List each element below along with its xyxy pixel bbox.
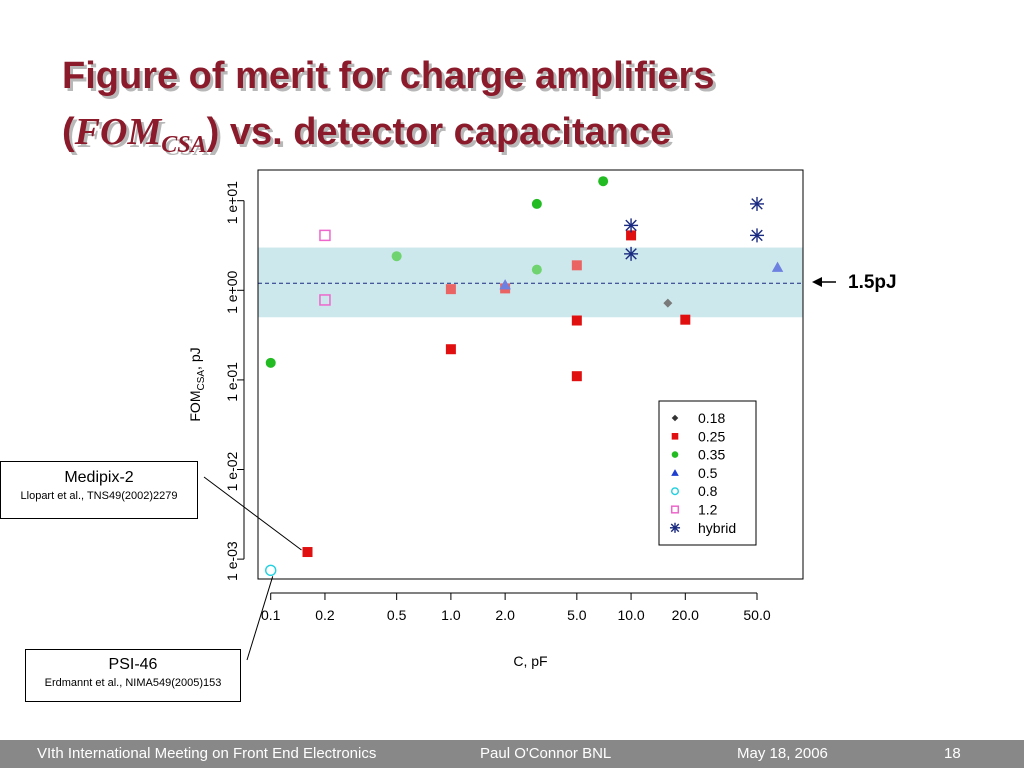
x-tick-label-1: 0.2: [315, 607, 335, 623]
y-axis-title: FOMCSA, pJ: [187, 347, 207, 421]
x-tick-label-5: 5.0: [567, 607, 587, 623]
y-tick-label-4: 1 e+01: [224, 181, 240, 224]
legend-marker-hybrid-stroke-3: [670, 523, 680, 533]
footer-date: May 18, 2006: [737, 745, 828, 762]
point-0_8-0: [265, 564, 277, 577]
plot-frame: [257, 169, 804, 580]
y-tick-label-3: 1 e+00: [224, 270, 240, 313]
point-hybrid-2: [750, 228, 765, 243]
legend-marker-0_18: [671, 414, 679, 422]
annotation-psi46-citation: Erdmannt et al., NIMA549(2005)153: [44, 677, 222, 689]
point-hybrid-1: [750, 196, 765, 211]
annotation-medipix2-connector: [203, 476, 302, 551]
annotation-medipix2: Medipix-2 Llopart et al., TNS49(2002)227…: [0, 461, 198, 519]
x-tick-label-0: 0.1: [261, 607, 281, 623]
legend-label-0_35: 0.35: [698, 447, 725, 463]
efficiency-band: [258, 247, 803, 318]
y-axis-title-sub: CSA: [196, 370, 207, 391]
title-fom-subscript: CSA: [161, 132, 207, 158]
title-line-1: Figure of merit for charge amplifiers: [62, 55, 715, 97]
slide-footer: VIth International Meeting on Front End …: [0, 740, 1024, 768]
legend-marker-0_8: [671, 487, 680, 496]
legend-marker-hybrid: [669, 522, 681, 533]
point-0_35-1: [531, 198, 542, 209]
point-0_25-1: [445, 344, 456, 355]
point-0_25-7: [571, 260, 582, 271]
x-tick-label-2: 0.5: [387, 607, 407, 623]
x-tick-label-6: 10.0: [617, 607, 644, 623]
point-hybrid-3-stroke-3: [625, 248, 637, 260]
x-tick-label-8: 50.0: [743, 607, 770, 623]
point-0_25-0: [302, 547, 313, 558]
legend-marker-0_5: [671, 469, 679, 476]
y-tick-label-2: 1 e-01: [224, 362, 240, 402]
legend-label-0_18: 0.18: [698, 410, 725, 426]
x-tick-label-4: 2.0: [495, 607, 515, 623]
annotation-psi46-connector: [246, 576, 274, 661]
title-fom-text: FOM: [74, 111, 162, 153]
legend-marker-0_35: [671, 451, 679, 458]
point-0_35-2: [598, 176, 609, 187]
annotation-medipix2-citation: Llopart et al., TNS49(2002)2279: [20, 490, 178, 502]
point-1_2-1: [319, 294, 331, 306]
legend-label-0_25: 0.25: [698, 428, 725, 444]
point-hybrid-0: [624, 218, 639, 233]
point-0_18-0: [663, 298, 673, 308]
point-0_35-0: [265, 357, 276, 368]
legend-marker-0_25: [671, 433, 679, 440]
title-rest: ) vs. detector capacitance: [206, 111, 672, 153]
footer-conference: VIth International Meeting on Front End …: [37, 745, 377, 762]
point-hybrid-2-stroke-3: [751, 229, 763, 242]
point-0_35-4: [531, 264, 542, 275]
x-axis-title: C, pF: [513, 653, 547, 669]
annotation-psi46: PSI-46 Erdmannt et al., NIMA549(2005)153: [25, 649, 241, 702]
point-hybrid-0-stroke-3: [625, 219, 637, 232]
point-0_35-3: [391, 251, 402, 262]
point-0_5-0: [499, 279, 511, 290]
fom-scatter-chart: 0.18 0.25 0.35 0.5 0.8 1.2 hybrid 0.1 0.2 0.5 1.0…: [187, 169, 897, 669]
legend-label-0_8: 0.8: [698, 483, 718, 499]
point-hybrid-3: [624, 246, 639, 261]
title-open-paren: (: [62, 111, 75, 153]
legend-label-hybrid: hybrid: [698, 520, 736, 536]
slide-title: Figure of merit for charge amplifiers (F…: [62, 48, 962, 173]
x-tick-label-7: 20.0: [672, 607, 699, 623]
title-fom: FOMCSA: [74, 111, 207, 158]
point-0_5-1: [771, 261, 784, 272]
point-0_25-4: [571, 315, 582, 326]
point-0_25-8: [680, 314, 691, 325]
y-tick-label-0: 1 e-03: [224, 541, 240, 581]
x-tick-label-3: 1.0: [441, 607, 461, 623]
point-0_25-2: [571, 371, 582, 382]
legend-marker-1_2: [670, 505, 680, 514]
footer-author: Paul O'Connor BNL: [480, 745, 612, 762]
reference-line-label: 1.5pJ: [848, 272, 897, 293]
annotation-medipix2-name: Medipix-2: [64, 469, 134, 486]
point-0_25-5: [445, 284, 456, 295]
footer-page-number: 18: [944, 745, 961, 762]
y-tick-label-1: 1 e-02: [224, 451, 240, 491]
legend-label-1_2: 1.2: [698, 502, 718, 518]
point-0_25-3: [626, 230, 637, 241]
point-hybrid-1-stroke-3: [751, 198, 763, 210]
y-axis-title-main: FOM: [187, 391, 203, 422]
point-1_2-0: [319, 229, 331, 242]
reference-arrow-head: [812, 277, 822, 287]
annotation-psi46-name: PSI-46: [108, 656, 158, 673]
y-axis-title-tail: , pJ: [187, 347, 203, 370]
legend-label-0_5: 0.5: [698, 465, 718, 481]
